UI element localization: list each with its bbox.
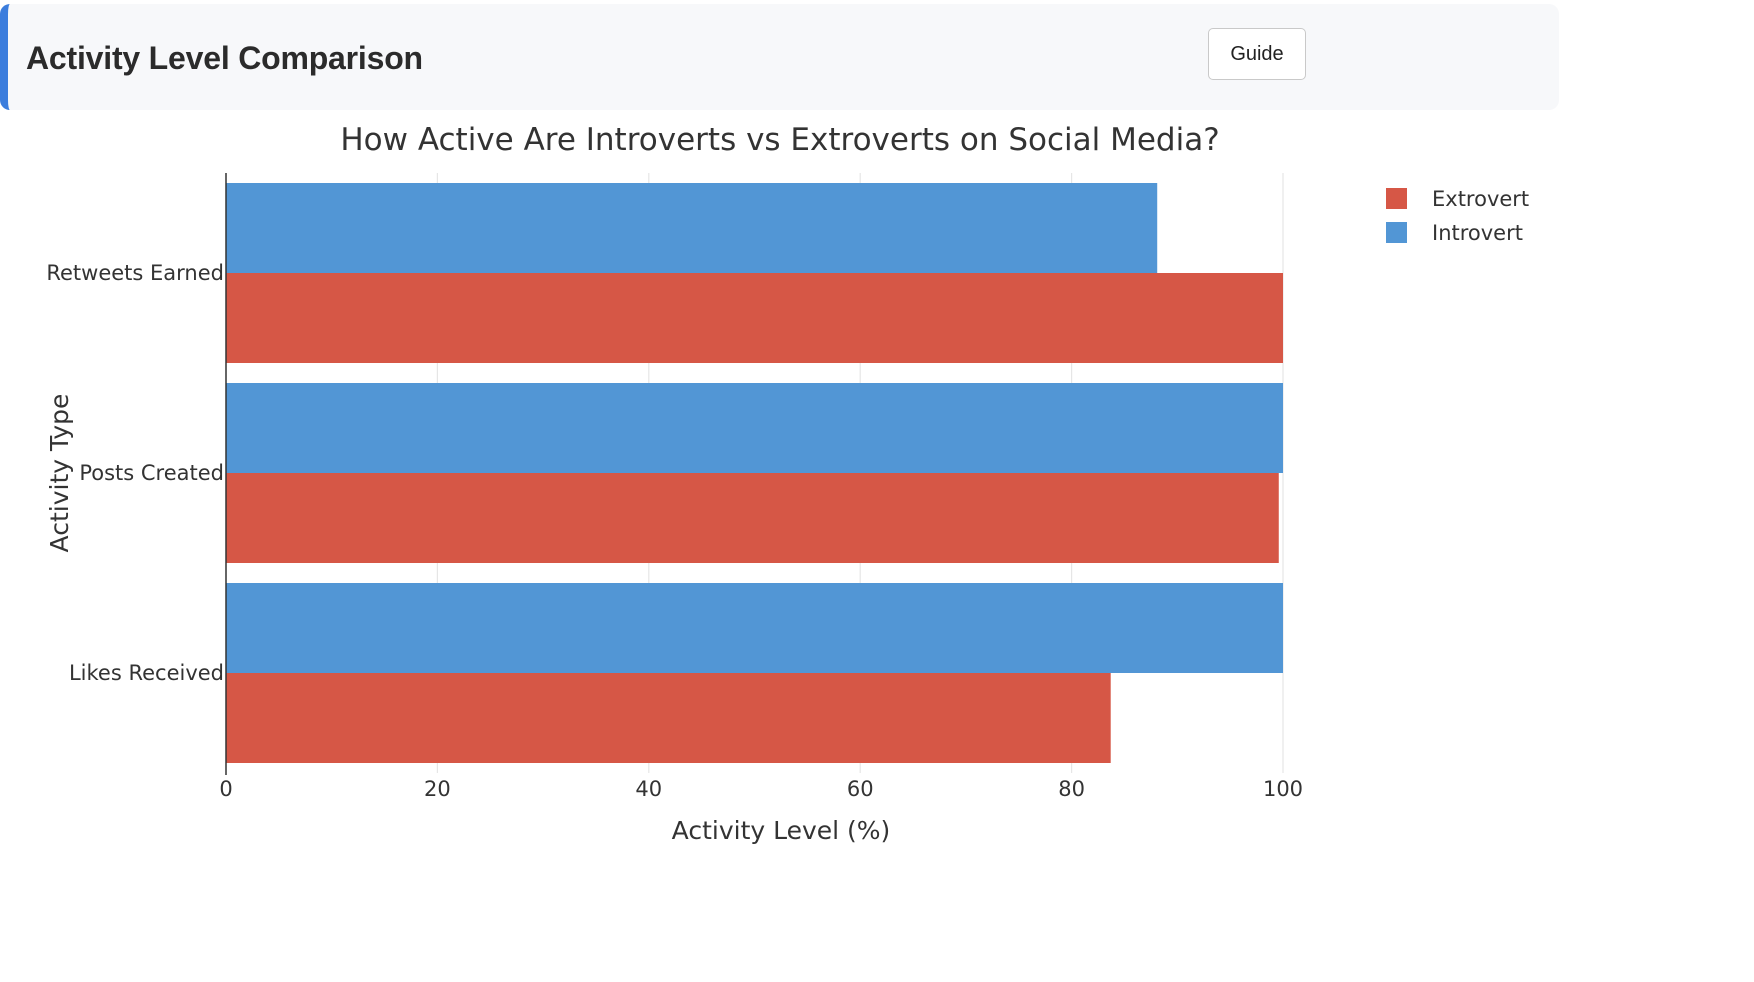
x-tick-label: 40 (635, 777, 662, 801)
legend[interactable]: Extrovert Introvert (1386, 187, 1529, 245)
bar-extrovert-posts-created[interactable] (226, 473, 1279, 563)
y-tick-labels: Likes Received Posts Created Retweets Earn… (46, 261, 224, 685)
bar-introvert-likes-received[interactable] (226, 583, 1283, 673)
guide-button[interactable]: Guide (1208, 28, 1306, 80)
bar-extrovert-likes-received[interactable] (226, 673, 1111, 763)
legend-swatch (1386, 222, 1407, 243)
x-tick-label: 20 (424, 777, 451, 801)
legend-label: Extrovert (1432, 187, 1529, 211)
y-tick-label: Posts Created (79, 461, 224, 485)
bar-extrovert-retweets-earned[interactable] (226, 273, 1283, 363)
page-title: Activity Level Comparison (26, 40, 423, 76)
legend-swatch (1386, 188, 1407, 209)
bar-introvert-posts-created[interactable] (226, 383, 1283, 473)
chart-title: How Active Are Introverts vs Extroverts … (340, 122, 1219, 158)
y-tick-label: Likes Received (69, 661, 224, 685)
chart: How Active Are Introverts vs Extroverts … (45, 122, 1529, 845)
bars (226, 183, 1283, 763)
x-tick-label: 60 (847, 777, 874, 801)
y-axis-label: Activity Type (45, 394, 74, 553)
legend-item-extrovert[interactable]: Extrovert (1386, 187, 1529, 211)
x-tick-label: 0 (219, 777, 232, 801)
y-tick-label: Retweets Earned (46, 261, 224, 285)
x-tick-label: 100 (1263, 777, 1303, 801)
x-tick-label: 80 (1058, 777, 1085, 801)
header-card: Activity Level Comparison Guide (0, 4, 1559, 110)
legend-item-introvert[interactable]: Introvert (1386, 221, 1523, 245)
x-axis-label: Activity Level (%) (672, 816, 891, 845)
x-tick-labels: 0 20 40 60 80 100 (219, 777, 1303, 801)
bar-introvert-retweets-earned[interactable] (226, 183, 1158, 273)
legend-label: Introvert (1432, 221, 1523, 245)
